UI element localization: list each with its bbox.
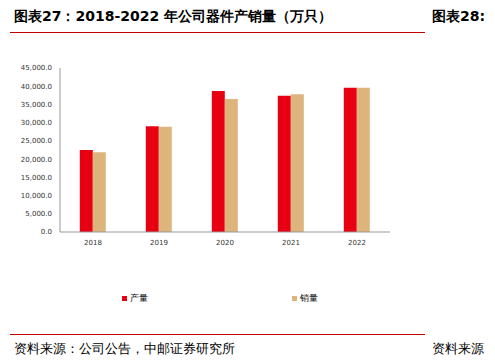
svg-text:30,000.0: 30,000.0 [21,119,52,127]
svg-text:15,000.0: 15,000.0 [21,174,52,182]
svg-text:40,000.0: 40,000.0 [21,83,52,91]
svg-text:25,000.0: 25,000.0 [21,137,52,145]
svg-text:2020: 2020 [216,239,234,247]
html-text:产量: 产量 [130,293,148,303]
html-text:资料来源：公司公告，中邮证券研究所: 资料来源：公司公告，中邮证券研究所 [14,341,235,356]
html-text:图表27：2018-2022 年公司器件产销量（万只）: 图表27：2018-2022 年公司器件产销量（万只） [14,8,333,24]
html-text:销量: 销量 [300,293,318,303]
html-text:图表28:: 图表28: [432,8,486,24]
svg-text:2019: 2019 [150,239,168,247]
svg-text:2018: 2018 [84,239,102,247]
svg-text:35,000.0: 35,000.0 [21,101,52,109]
svg-text:45,000.0: 45,000.0 [21,64,52,72]
svg-text:10,000.0: 10,000.0 [21,192,52,200]
svg-text:2022: 2022 [348,239,366,247]
svg-text:0.0: 0.0 [41,228,52,236]
svg-text:5,000.0: 5,000.0 [25,210,52,218]
svg-text:2021: 2021 [282,239,300,247]
html-text:资料来源: 资料来源 [432,341,484,356]
svg-text:20,000.0: 20,000.0 [21,156,52,164]
